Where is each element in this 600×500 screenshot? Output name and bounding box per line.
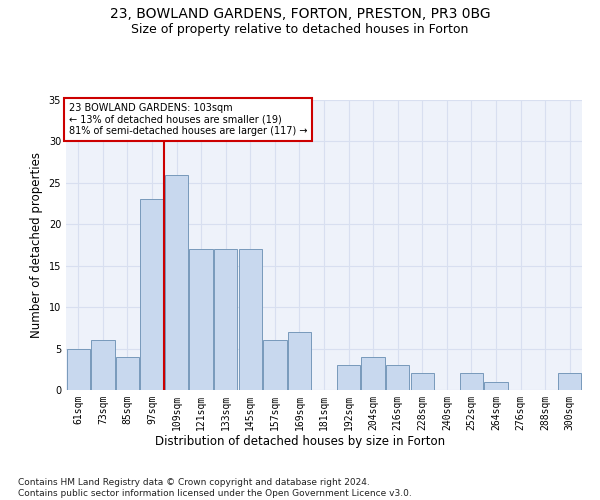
Bar — [410, 374, 434, 390]
Text: Contains HM Land Registry data © Crown copyright and database right 2024.
Contai: Contains HM Land Registry data © Crown c… — [18, 478, 412, 498]
Bar — [67, 348, 90, 390]
Bar — [263, 340, 287, 390]
Bar — [460, 374, 483, 390]
Text: Distribution of detached houses by size in Forton: Distribution of detached houses by size … — [155, 435, 445, 448]
Bar — [288, 332, 311, 390]
Bar — [484, 382, 508, 390]
Bar — [190, 249, 213, 390]
Bar — [337, 365, 360, 390]
Bar — [558, 374, 581, 390]
Text: 23 BOWLAND GARDENS: 103sqm
← 13% of detached houses are smaller (19)
81% of semi: 23 BOWLAND GARDENS: 103sqm ← 13% of deta… — [68, 103, 307, 136]
Bar — [165, 174, 188, 390]
Bar — [91, 340, 115, 390]
Bar — [239, 249, 262, 390]
Bar — [361, 357, 385, 390]
Bar — [140, 200, 164, 390]
Bar — [116, 357, 139, 390]
Text: 23, BOWLAND GARDENS, FORTON, PRESTON, PR3 0BG: 23, BOWLAND GARDENS, FORTON, PRESTON, PR… — [110, 8, 490, 22]
Bar — [386, 365, 409, 390]
Text: Size of property relative to detached houses in Forton: Size of property relative to detached ho… — [131, 22, 469, 36]
Bar — [214, 249, 238, 390]
Y-axis label: Number of detached properties: Number of detached properties — [30, 152, 43, 338]
